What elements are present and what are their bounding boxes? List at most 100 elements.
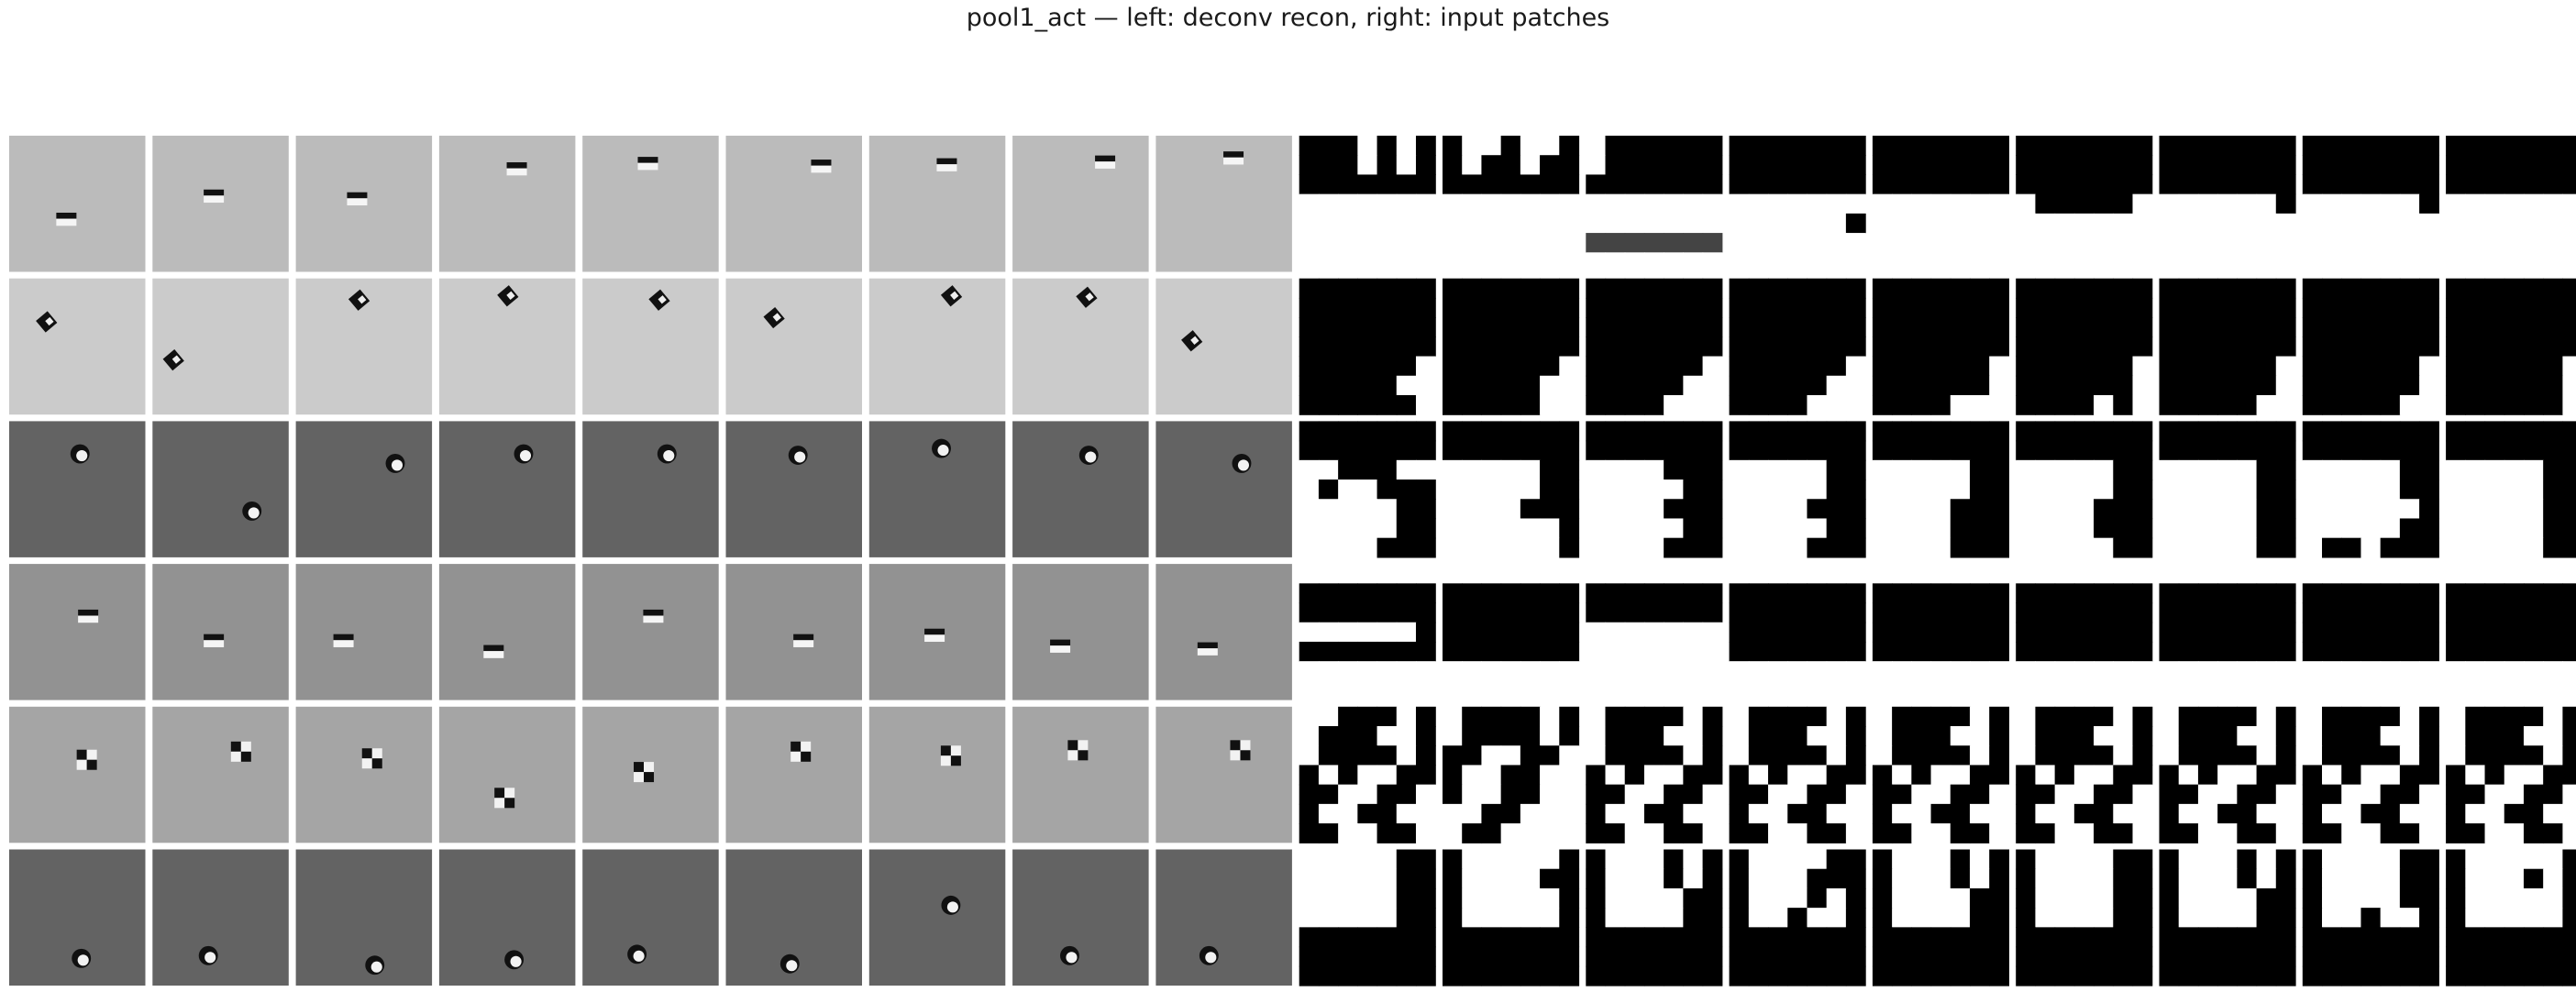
recon-tile bbox=[295, 849, 433, 986]
recon-tile bbox=[1012, 849, 1149, 986]
input-patch bbox=[2446, 278, 2576, 415]
recon-tile bbox=[438, 564, 576, 700]
input-patch bbox=[1299, 706, 1436, 843]
recon-tile bbox=[868, 706, 1006, 843]
input-patch bbox=[1299, 278, 1436, 415]
recon-tile bbox=[1012, 136, 1149, 272]
input-patch bbox=[2016, 421, 2153, 558]
input-patch bbox=[2159, 849, 2296, 986]
input-patch bbox=[1872, 421, 2009, 558]
input-patch bbox=[1443, 849, 1580, 986]
input-patch bbox=[1729, 706, 1866, 843]
input-patch bbox=[1299, 421, 1436, 558]
recon-tile bbox=[868, 421, 1006, 557]
recon-tile bbox=[295, 564, 433, 700]
input-patch bbox=[2159, 564, 2296, 701]
recon-tile bbox=[1155, 421, 1292, 557]
input-patch bbox=[2446, 564, 2576, 701]
input-patch bbox=[2302, 136, 2439, 273]
recon-tile bbox=[1012, 278, 1149, 415]
input-patch bbox=[2302, 564, 2439, 701]
recon-tile bbox=[1155, 849, 1292, 986]
input-patch bbox=[1872, 849, 2009, 986]
recon-tile bbox=[582, 564, 719, 700]
recon-tile bbox=[725, 136, 862, 272]
recon-tile bbox=[1155, 564, 1292, 700]
input-patch bbox=[1872, 564, 2009, 701]
recon-tile bbox=[1155, 136, 1292, 272]
recon-tile bbox=[9, 849, 146, 986]
input-patch bbox=[2159, 136, 2296, 273]
input-patch bbox=[1586, 849, 1723, 986]
recon-tile bbox=[295, 706, 433, 843]
input-patch bbox=[2446, 136, 2576, 273]
input-patch bbox=[2446, 849, 2576, 986]
recon-tile bbox=[1155, 278, 1292, 415]
recon-tile bbox=[1155, 706, 1292, 843]
recon-tile bbox=[582, 849, 719, 986]
recon-tile bbox=[152, 706, 289, 843]
recon-tile bbox=[1012, 564, 1149, 700]
recon-tile bbox=[582, 278, 719, 415]
recon-tile bbox=[295, 136, 433, 272]
input-patch bbox=[1443, 136, 1580, 273]
input-patch bbox=[2016, 564, 2153, 701]
input-patch bbox=[2446, 421, 2576, 558]
recon-tile bbox=[438, 421, 576, 557]
recon-tile bbox=[725, 564, 862, 700]
input-patch bbox=[1586, 136, 1723, 273]
recon-tile bbox=[295, 278, 433, 415]
input-patch bbox=[2159, 421, 2296, 558]
recon-tile bbox=[295, 421, 433, 557]
input-patch bbox=[1443, 278, 1580, 415]
recon-tile bbox=[438, 278, 576, 415]
input-patch bbox=[1586, 421, 1723, 558]
recon-tile bbox=[152, 136, 289, 272]
recon-tile bbox=[582, 706, 719, 843]
recon-tile bbox=[438, 849, 576, 986]
recon-tile bbox=[1012, 421, 1149, 557]
recon-tile bbox=[868, 278, 1006, 415]
input-patch bbox=[1729, 849, 1866, 986]
recon-tile bbox=[868, 849, 1006, 986]
recon-tile bbox=[438, 706, 576, 843]
input-patch bbox=[1729, 564, 1866, 701]
recon-tile bbox=[725, 278, 862, 415]
recon-tile bbox=[152, 849, 289, 986]
recon-tile bbox=[582, 136, 719, 272]
recon-tile bbox=[725, 849, 862, 986]
recon-tile bbox=[868, 136, 1006, 272]
input-patch bbox=[1872, 136, 2009, 273]
recon-tile bbox=[868, 564, 1006, 700]
recon-tile bbox=[582, 421, 719, 557]
input-patch bbox=[2159, 706, 2296, 843]
input-patch bbox=[2016, 849, 2153, 986]
recon-tile bbox=[9, 136, 146, 272]
recon-tile bbox=[725, 706, 862, 843]
recon-tile bbox=[152, 421, 289, 557]
input-patch bbox=[2446, 706, 2576, 843]
recon-tile bbox=[152, 278, 289, 415]
recon-tile bbox=[438, 136, 576, 272]
recon-tile bbox=[152, 564, 289, 700]
recon-tile bbox=[9, 564, 146, 700]
input-patch bbox=[2016, 278, 2153, 415]
input-patch bbox=[1299, 136, 1436, 273]
input-patch bbox=[2302, 706, 2439, 843]
input-patch bbox=[1299, 564, 1436, 701]
recon-tile bbox=[9, 706, 146, 843]
recon-tile bbox=[9, 278, 146, 415]
input-patch bbox=[2016, 136, 2153, 273]
recon-tile bbox=[1012, 706, 1149, 843]
recon-tile bbox=[9, 421, 146, 557]
input-patch bbox=[2302, 849, 2439, 986]
input-patch bbox=[1872, 706, 2009, 843]
input-patch bbox=[1586, 278, 1723, 415]
figure-title: pool1_act — left: deconv recon, right: i… bbox=[966, 4, 1610, 32]
input-patch bbox=[1586, 706, 1723, 843]
input-patch bbox=[1729, 278, 1866, 415]
input-patch bbox=[1872, 278, 2009, 415]
input-patch bbox=[1443, 706, 1580, 843]
input-patch bbox=[2016, 706, 2153, 843]
